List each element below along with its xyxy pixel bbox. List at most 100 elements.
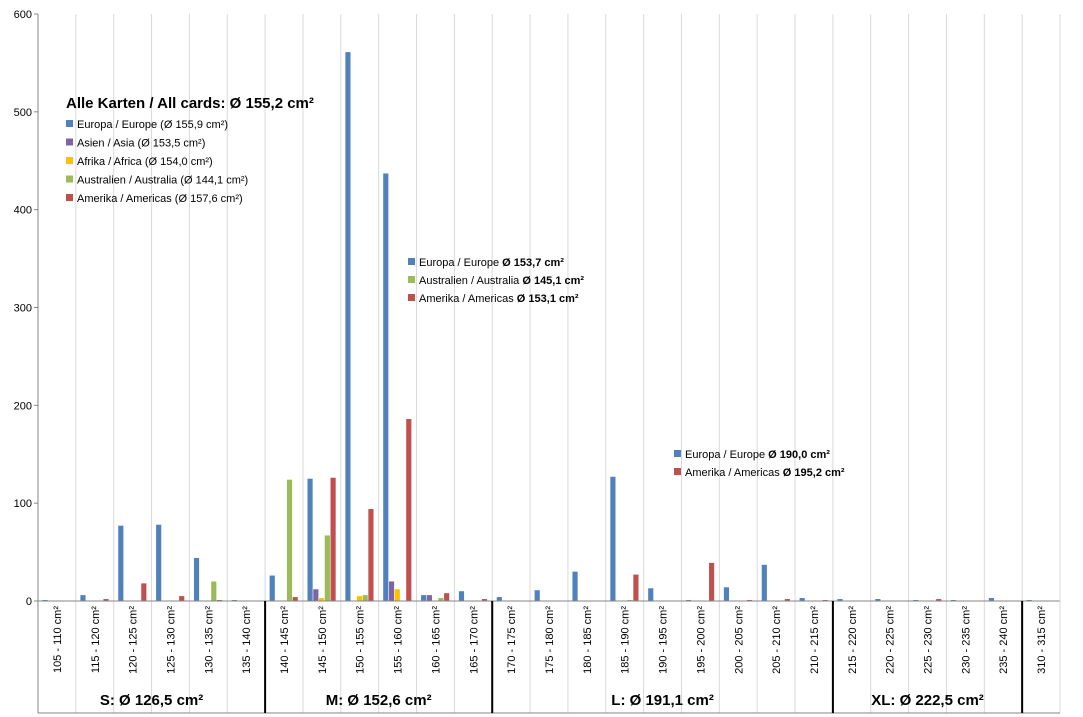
- legend-entry-label: Afrika / Africa (Ø 154,0 cm²): [77, 156, 213, 168]
- category-label: 160 - 165 cm²: [430, 606, 442, 674]
- bar: [292, 597, 298, 601]
- legend-entry-value: Ø 190,0 cm²: [765, 449, 830, 461]
- category-label: 230 - 235 cm²: [960, 606, 972, 674]
- bar: [875, 599, 881, 601]
- bar: [103, 599, 109, 601]
- legend-entry-label: Amerika / Americas (Ø 157,6 cm²): [77, 193, 243, 205]
- category-label: 200 - 205 cm²: [733, 606, 745, 674]
- legend-swatch: [66, 157, 73, 164]
- legend-swatch: [66, 120, 73, 127]
- legend-entry: Amerika / Americas Ø 153,1 cm²: [419, 293, 579, 305]
- category-label: 235 - 240 cm²: [998, 606, 1010, 674]
- y-tick-label: 300: [14, 303, 32, 315]
- category-label: 145 - 150 cm²: [317, 606, 329, 674]
- legend-entry: Amerika / Americas (Ø 157,6 cm²): [77, 193, 243, 205]
- bar: [610, 476, 616, 601]
- legend-swatch: [408, 276, 415, 283]
- legend-entry-value: Ø 145,1 cm²: [519, 275, 584, 287]
- legend-entry: Europa / Europe Ø 190,0 cm²: [685, 449, 830, 461]
- bar: [356, 596, 363, 601]
- size-group-label: XL: Ø 222,5 cm²: [871, 692, 984, 709]
- legend-entry: Amerika / Americas Ø 195,2 cm²: [685, 467, 845, 479]
- category-label: 185 - 190 cm²: [620, 606, 632, 674]
- axes: [34, 13, 1061, 714]
- legend-entry-label: Europa / Europe: [419, 257, 499, 269]
- y-tick-label: 500: [14, 107, 32, 119]
- bar: [723, 587, 730, 601]
- category-label: 165 - 170 cm²: [468, 606, 480, 674]
- legend-entry: Asien / Asia (Ø 153,5 cm²): [77, 138, 205, 150]
- category-label: 155 - 160 cm²: [393, 606, 405, 674]
- bar: [330, 477, 336, 601]
- bar: [394, 589, 400, 601]
- category-label: 195 - 200 cm²: [695, 606, 707, 674]
- bar: [345, 52, 351, 601]
- bar: [383, 173, 389, 602]
- legend-title: Alle Karten / All cards: Ø 155,2 cm²: [66, 95, 314, 112]
- bar: [426, 595, 432, 601]
- y-tick-label: 100: [14, 498, 32, 510]
- legend-entry-label: Europa / Europe: [685, 449, 765, 461]
- category-label: 220 - 225 cm²: [885, 606, 897, 674]
- category-label: 170 - 175 cm²: [506, 606, 518, 674]
- bar: [761, 564, 767, 601]
- legend-swatch: [66, 194, 73, 201]
- legend: Alle Karten / All cards: Ø 155,2 cm² Euro…: [66, 95, 314, 205]
- legend-entry-value: Ø 153,7 cm²: [499, 257, 564, 269]
- bar: [799, 598, 805, 601]
- category-label: 190 - 195 cm²: [658, 606, 670, 674]
- y-tick-labels: 0 100 200 300 400 500 600: [14, 9, 32, 608]
- legend: Europa / Europe Ø 153,7 cm² Australien / …: [408, 257, 584, 305]
- legends: Alle Karten / All cards: Ø 155,2 cm² Euro…: [66, 95, 845, 479]
- bar: [444, 593, 450, 601]
- legend-entry-value: Ø 153,1 cm²: [514, 293, 579, 305]
- bar: [421, 595, 427, 601]
- y-tick-label: 0: [26, 596, 32, 608]
- y-tick-label: 400: [14, 205, 32, 217]
- size-group-label: M: Ø 152,6 cm²: [326, 692, 432, 709]
- category-label: 120 - 125 cm²: [128, 606, 140, 674]
- bar: [313, 589, 319, 601]
- legend-entry-label: Europa / Europe (Ø 155,9 cm²): [77, 119, 228, 131]
- legend-swatch: [408, 258, 415, 265]
- bar: [458, 591, 465, 601]
- bar: [648, 588, 654, 601]
- category-label: 150 - 155 cm²: [355, 606, 367, 674]
- bar: [193, 557, 200, 601]
- legend-swatch: [66, 175, 73, 183]
- category-label: 105 - 110 cm²: [52, 606, 64, 673]
- size-group-label: S: Ø 126,5 cm²: [100, 692, 203, 709]
- category-label: 180 - 185 cm²: [582, 606, 594, 674]
- x-category-labels: 105 - 110 cm² 115 - 120 cm² 120 - 125 cm² 1…: [52, 606, 1048, 674]
- legend-entry-label: Amerika / Americas: [419, 293, 514, 305]
- bar: [211, 581, 217, 601]
- category-label: 225 - 230 cm²: [923, 606, 935, 674]
- bar: [406, 419, 412, 601]
- bar: [141, 583, 147, 601]
- legend-entry-label: Australien / Australia: [419, 275, 520, 287]
- category-label: 115 - 120 cm²: [90, 606, 102, 673]
- bar: [534, 590, 540, 601]
- legend-entry: Europa / Europe (Ø 155,9 cm²): [77, 119, 228, 131]
- bar: [784, 599, 790, 601]
- bar: [572, 571, 578, 601]
- bar: [156, 524, 162, 601]
- legend-swatch: [674, 450, 681, 457]
- bar: [362, 595, 368, 601]
- bar: [179, 596, 185, 601]
- bar: [633, 574, 639, 601]
- y-tick-label: 200: [14, 400, 32, 412]
- legend-entry-value: Ø 195,2 cm²: [780, 467, 845, 479]
- legend: Europa / Europe Ø 190,0 cm² Amerika / Ame…: [674, 449, 845, 479]
- bar: [496, 597, 502, 601]
- legend-entry-label: Australien / Australia (Ø 144,1 cm²): [77, 175, 248, 187]
- legend-entry: Australien / Australia (Ø 144,1 cm²): [77, 175, 248, 187]
- category-label: 205 - 210 cm²: [771, 606, 783, 674]
- bar: [368, 509, 374, 601]
- legend-entry-label: Asien / Asia (Ø 153,5 cm²): [77, 138, 205, 150]
- bar: [118, 525, 124, 601]
- category-label: 210 - 215 cm²: [809, 606, 821, 674]
- bar: [388, 581, 395, 601]
